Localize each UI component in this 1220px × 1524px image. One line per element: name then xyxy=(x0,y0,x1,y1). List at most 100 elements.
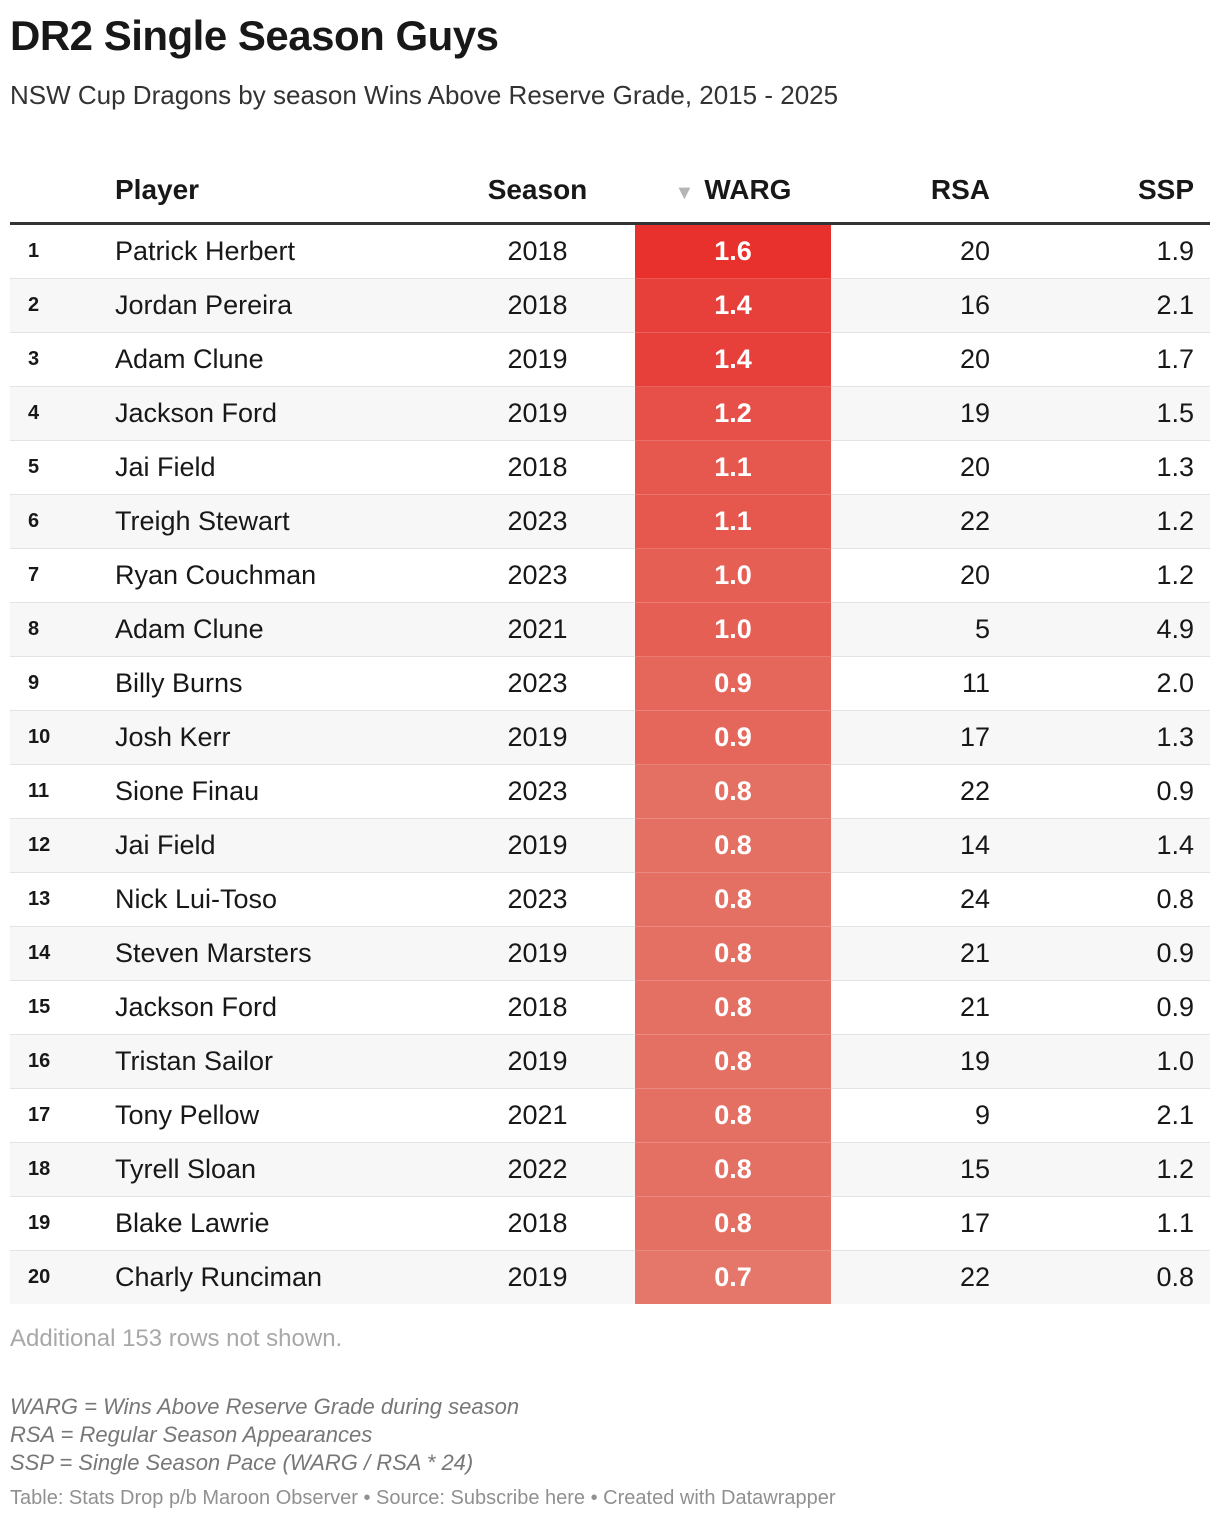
ssp-cell: 1.4 xyxy=(1000,818,1210,873)
season-cell: 2021 xyxy=(440,602,635,657)
rsa-cell: 22 xyxy=(831,494,1000,549)
table-row: 10 Josh Kerr 2019 0.9 17 1.3 xyxy=(10,710,1210,765)
ssp-cell: 0.9 xyxy=(1000,764,1210,819)
rank-cell: 11 xyxy=(10,764,115,819)
table-row: 16 Tristan Sailor 2019 0.8 19 1.0 xyxy=(10,1034,1210,1089)
ssp-cell: 4.9 xyxy=(1000,602,1210,657)
ssp-cell: 2.1 xyxy=(1000,278,1210,333)
warg-cell: 0.8 xyxy=(635,818,831,873)
rsa-header-label: RSA xyxy=(930,174,990,205)
season-column-header[interactable]: Season xyxy=(440,158,635,225)
season-cell: 2018 xyxy=(440,980,635,1035)
table-row: 5 Jai Field 2018 1.1 20 1.3 xyxy=(10,440,1210,495)
rsa-cell: 20 xyxy=(831,440,1000,495)
rank-cell: 8 xyxy=(10,602,115,657)
season-cell: 2019 xyxy=(440,1034,635,1089)
rank-cell: 19 xyxy=(10,1196,115,1251)
table-row: 20 Charly Runciman 2019 0.7 22 0.8 xyxy=(10,1250,1210,1304)
player-cell: Tyrell Sloan xyxy=(115,1142,440,1197)
rsa-cell: 5 xyxy=(831,602,1000,657)
player-cell: Tony Pellow xyxy=(115,1088,440,1143)
player-header-label: Player xyxy=(115,174,200,205)
warg-cell: 0.8 xyxy=(635,1034,831,1089)
source-credit: Table: Stats Drop p/b Maroon Observer • … xyxy=(10,1487,836,1509)
season-cell: 2019 xyxy=(440,926,635,981)
ssp-cell: 1.3 xyxy=(1000,440,1210,495)
rank-cell: 16 xyxy=(10,1034,115,1089)
ssp-cell: 1.2 xyxy=(1000,548,1210,603)
table-row: 12 Jai Field 2019 0.8 14 1.4 xyxy=(10,818,1210,873)
rsa-cell: 19 xyxy=(831,386,1000,441)
season-header-label: Season xyxy=(487,174,588,205)
warg-column-header[interactable]: ▼ WARG xyxy=(635,158,831,225)
season-cell: 2023 xyxy=(440,548,635,603)
warg-cell: 0.8 xyxy=(635,764,831,819)
rsa-cell: 21 xyxy=(831,926,1000,981)
player-cell: Treigh Stewart xyxy=(115,494,440,549)
rank-cell: 14 xyxy=(10,926,115,981)
rsa-cell: 20 xyxy=(831,548,1000,603)
ssp-cell: 1.5 xyxy=(1000,386,1210,441)
ssp-cell: 1.1 xyxy=(1000,1196,1210,1251)
ssp-cell: 1.2 xyxy=(1000,494,1210,549)
player-cell: Nick Lui-Toso xyxy=(115,872,440,927)
table-row: 1 Patrick Herbert 2018 1.6 20 1.9 xyxy=(10,223,1210,279)
season-cell: 2021 xyxy=(440,1088,635,1143)
warg-cell: 0.8 xyxy=(635,1196,831,1251)
season-cell: 2023 xyxy=(440,764,635,819)
warg-cell: 1.2 xyxy=(635,386,831,441)
sort-descending-icon: ▼ xyxy=(674,182,695,204)
rank-cell: 12 xyxy=(10,818,115,873)
table-row: 7 Ryan Couchman 2023 1.0 20 1.2 xyxy=(10,548,1210,603)
warg-cell: 0.8 xyxy=(635,872,831,927)
player-cell: Adam Clune xyxy=(115,602,440,657)
warg-header-label: WARG xyxy=(704,174,792,205)
table-row: 11 Sione Finau 2023 0.8 22 0.9 xyxy=(10,764,1210,819)
season-cell: 2019 xyxy=(440,818,635,873)
ssp-cell: 1.0 xyxy=(1000,1034,1210,1089)
player-cell: Adam Clune xyxy=(115,332,440,387)
ssp-column-header[interactable]: SSP xyxy=(1000,158,1210,225)
rsa-cell: 9 xyxy=(831,1088,1000,1143)
rank-cell: 1 xyxy=(10,223,115,279)
player-cell: Sione Finau xyxy=(115,764,440,819)
ssp-cell: 1.2 xyxy=(1000,1142,1210,1197)
player-cell: Ryan Couchman xyxy=(115,548,440,603)
warg-cell: 0.8 xyxy=(635,1088,831,1143)
rank-column-header xyxy=(10,158,115,225)
table-row: 2 Jordan Pereira 2018 1.4 16 2.1 xyxy=(10,278,1210,333)
player-cell: Josh Kerr xyxy=(115,710,440,765)
chart-title: DR2 Single Season Guys xyxy=(10,12,499,59)
ssp-cell: 0.9 xyxy=(1000,980,1210,1035)
rsa-cell: 22 xyxy=(831,1250,1000,1304)
table-body: 1 Patrick Herbert 2018 1.6 20 1.9 2 Jordan Pere… xyxy=(10,223,1210,1304)
footnote-ssp: SSP = Single Season Pace (WARG / RSA * 2… xyxy=(10,1450,474,1475)
ssp-cell: 0.9 xyxy=(1000,926,1210,981)
warg-cell: 1.1 xyxy=(635,494,831,549)
season-cell: 2018 xyxy=(440,1196,635,1251)
rank-cell: 2 xyxy=(10,278,115,333)
rsa-cell: 22 xyxy=(831,764,1000,819)
table-row: 9 Billy Burns 2023 0.9 11 2.0 xyxy=(10,656,1210,711)
warg-cell: 1.4 xyxy=(635,278,831,333)
player-cell: Jackson Ford xyxy=(115,980,440,1035)
rank-cell: 10 xyxy=(10,710,115,765)
player-column-header[interactable]: Player xyxy=(115,158,440,225)
season-cell: 2018 xyxy=(440,440,635,495)
ssp-cell: 0.8 xyxy=(1000,872,1210,927)
rank-cell: 18 xyxy=(10,1142,115,1197)
rank-cell: 6 xyxy=(10,494,115,549)
rsa-cell: 11 xyxy=(831,656,1000,711)
footnote-rsa: RSA = Regular Season Appearances xyxy=(10,1422,373,1447)
table-row: 15 Jackson Ford 2018 0.8 21 0.9 xyxy=(10,980,1210,1035)
rank-cell: 17 xyxy=(10,1088,115,1143)
season-cell: 2018 xyxy=(440,278,635,333)
more-rows-note: Additional 153 rows not shown. xyxy=(10,1325,343,1352)
table-row: 19 Blake Lawrie 2018 0.8 17 1.1 xyxy=(10,1196,1210,1251)
season-cell: 2023 xyxy=(440,494,635,549)
ssp-cell: 2.0 xyxy=(1000,656,1210,711)
rsa-column-header[interactable]: RSA xyxy=(831,158,1000,225)
rsa-cell: 20 xyxy=(831,223,1000,279)
rsa-cell: 15 xyxy=(831,1142,1000,1197)
warg-cell: 0.9 xyxy=(635,710,831,765)
